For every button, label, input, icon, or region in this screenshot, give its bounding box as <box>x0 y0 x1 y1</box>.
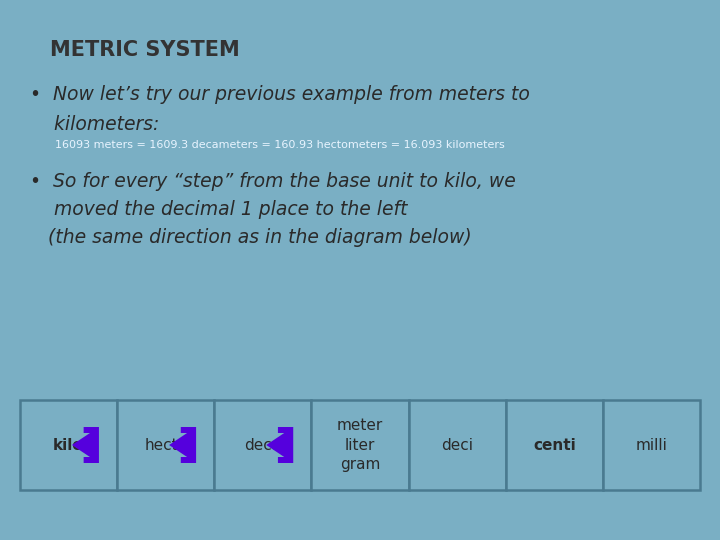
Bar <box>505 400 603 490</box>
Text: (the same direction as in the diagram below): (the same direction as in the diagram be… <box>30 228 472 247</box>
Text: meter
liter
gram: meter liter gram <box>337 418 383 472</box>
Bar <box>117 400 215 490</box>
Text: centi: centi <box>533 437 576 453</box>
Text: deca: deca <box>244 437 282 453</box>
Text: kilo: kilo <box>53 437 84 453</box>
Bar <box>312 400 408 490</box>
Text: moved the decimal 1 place to the left: moved the decimal 1 place to the left <box>30 200 408 219</box>
Text: 16093 meters = 1609.3 decameters = 160.93 hectometers = 16.093 kilometers: 16093 meters = 1609.3 decameters = 160.9… <box>55 140 505 150</box>
Polygon shape <box>266 427 293 463</box>
Text: kilometers:: kilometers: <box>30 115 159 134</box>
Text: deci: deci <box>441 437 473 453</box>
Text: •  Now let’s try our previous example from meters to: • Now let’s try our previous example fro… <box>30 85 530 104</box>
Bar <box>215 400 312 490</box>
Text: hecto: hecto <box>144 437 187 453</box>
Bar <box>408 400 505 490</box>
Polygon shape <box>169 427 196 463</box>
Text: milli: milli <box>636 437 667 453</box>
Text: •  So for every “step” from the base unit to kilo, we: • So for every “step” from the base unit… <box>30 172 516 191</box>
Bar <box>20 400 117 490</box>
Text: METRIC SYSTEM: METRIC SYSTEM <box>50 40 240 60</box>
Bar <box>603 400 700 490</box>
Polygon shape <box>72 427 99 463</box>
